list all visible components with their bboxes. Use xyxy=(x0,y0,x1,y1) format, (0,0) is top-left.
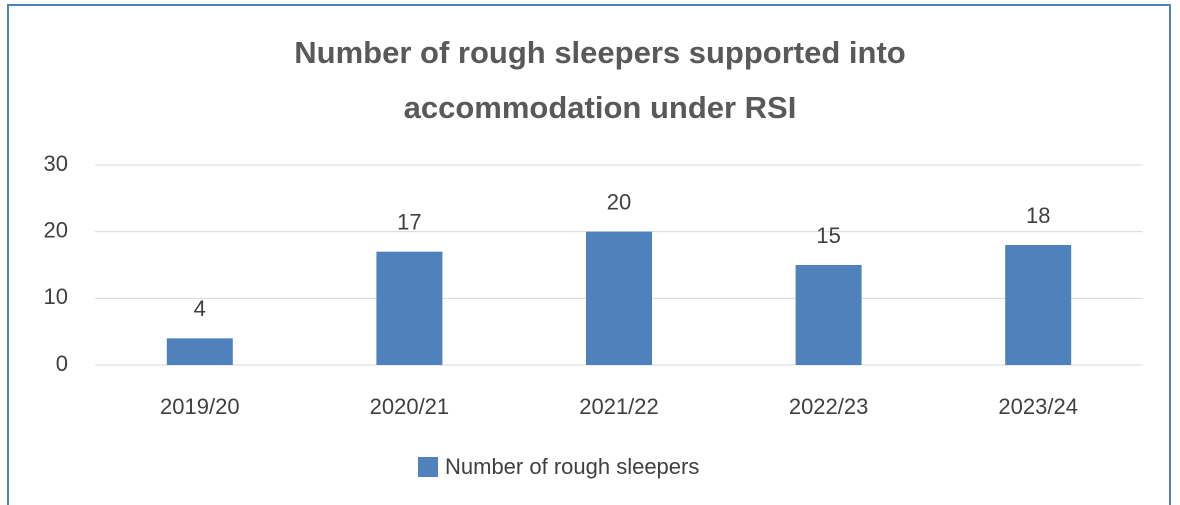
x-tick-label: 2023/24 xyxy=(998,394,1078,419)
data-label: 20 xyxy=(607,189,631,214)
y-tick-label: 30 xyxy=(44,151,68,176)
legend-swatch xyxy=(418,457,438,477)
data-label: 17 xyxy=(397,209,421,234)
bar xyxy=(166,338,233,365)
chart-title: Number of rough sleepers supported into xyxy=(294,35,905,70)
x-tick-label: 2020/21 xyxy=(370,394,450,419)
data-label: 15 xyxy=(816,223,840,248)
bar xyxy=(1005,245,1072,365)
data-label: 18 xyxy=(1026,203,1050,228)
chart-title: accommodation under RSI xyxy=(404,90,797,125)
legend-label: Number of rough sleepers xyxy=(445,454,699,479)
x-tick-label: 2021/22 xyxy=(579,394,659,419)
chart-border xyxy=(7,4,1171,505)
bar xyxy=(376,251,443,365)
data-label: 4 xyxy=(194,296,206,321)
y-tick-label: 10 xyxy=(44,284,68,309)
bar xyxy=(795,265,862,365)
x-tick-label: 2019/20 xyxy=(160,394,240,419)
bar xyxy=(586,231,652,365)
y-tick-label: 0 xyxy=(56,351,68,376)
x-tick-label: 2022/23 xyxy=(789,394,869,419)
y-tick-label: 20 xyxy=(44,217,68,242)
